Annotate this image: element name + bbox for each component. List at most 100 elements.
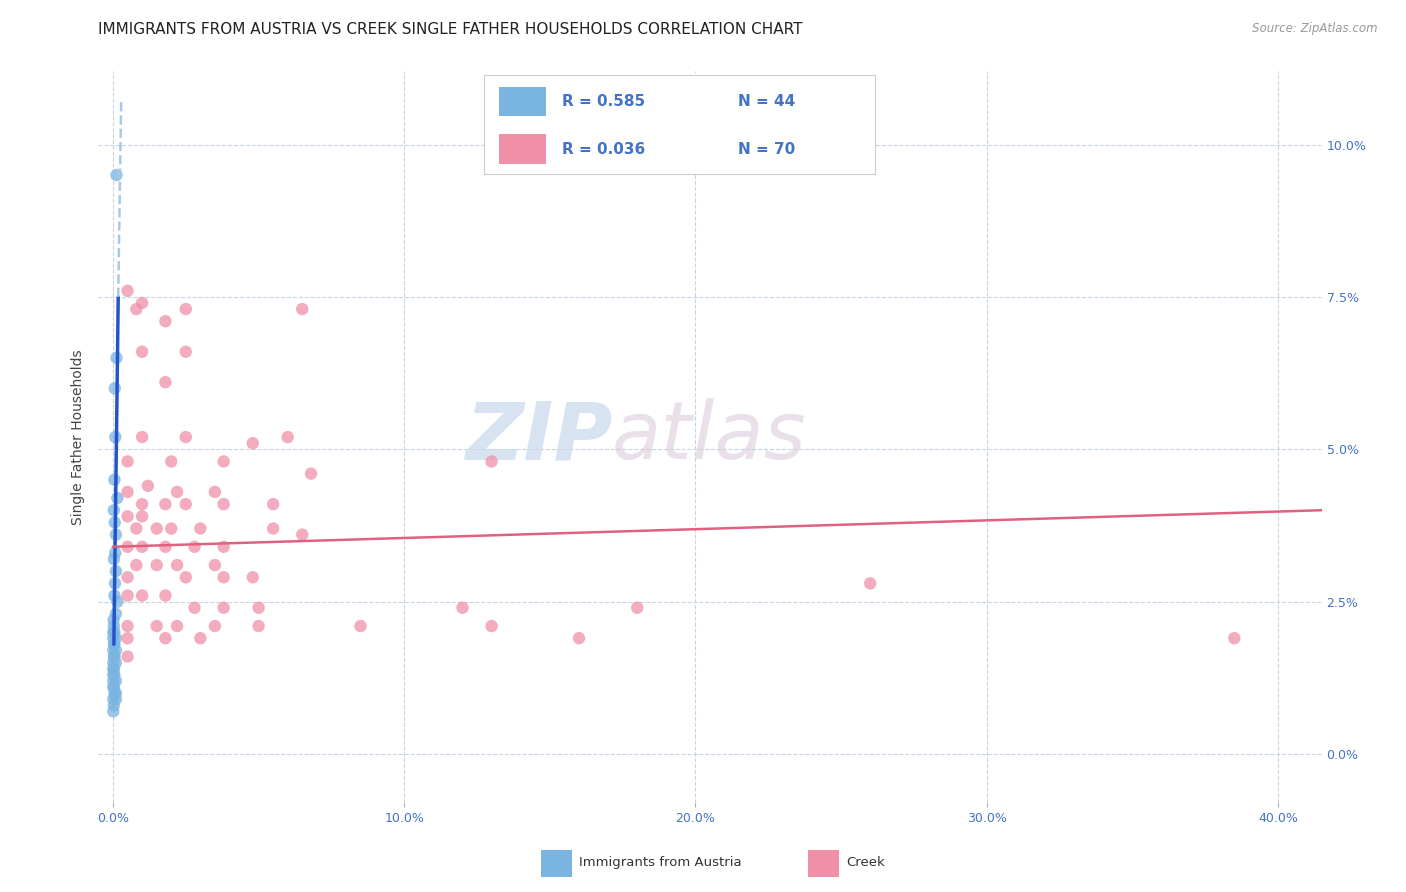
Point: [103, 619, 125, 633]
Point: [103, 662, 125, 676]
Point: [117, 589, 139, 603]
Text: Creek: Creek: [846, 856, 886, 869]
Point: [481, 619, 503, 633]
Point: [174, 430, 197, 444]
Point: [481, 454, 503, 468]
Point: [160, 454, 183, 468]
Point: [131, 540, 153, 554]
Point: [204, 485, 226, 500]
Point: [104, 564, 127, 578]
Point: [131, 430, 153, 444]
Point: [105, 491, 128, 505]
Point: [291, 527, 314, 541]
Point: [103, 686, 125, 700]
Point: [104, 430, 127, 444]
Point: [155, 314, 177, 328]
Point: [103, 649, 125, 664]
Point: [174, 497, 197, 511]
Point: [104, 692, 127, 706]
Point: [104, 516, 127, 530]
Point: [103, 680, 125, 694]
Point: [103, 503, 125, 517]
Point: [626, 600, 648, 615]
Point: [103, 705, 125, 719]
Point: [349, 619, 371, 633]
Point: [1223, 632, 1246, 646]
Point: [103, 667, 125, 681]
Text: ZIP: ZIP: [465, 398, 612, 476]
Point: [155, 632, 177, 646]
Point: [242, 570, 264, 584]
Point: [103, 680, 125, 694]
Text: atlas: atlas: [612, 398, 807, 476]
Point: [451, 600, 474, 615]
Point: [117, 619, 139, 633]
Point: [117, 570, 139, 584]
Point: [125, 521, 148, 535]
Point: [104, 632, 127, 646]
Point: [131, 509, 153, 524]
Point: [117, 649, 139, 664]
Point: [104, 381, 127, 395]
Point: [242, 436, 264, 450]
Point: [212, 454, 235, 468]
Point: [104, 576, 127, 591]
Point: [105, 351, 128, 365]
Point: [204, 619, 226, 633]
Point: [103, 625, 125, 640]
Point: [136, 479, 159, 493]
Point: [568, 632, 591, 646]
Point: [183, 540, 205, 554]
Point: [174, 301, 197, 317]
Point: [104, 527, 127, 541]
Point: [105, 594, 128, 608]
Point: [131, 344, 153, 359]
Point: [299, 467, 322, 481]
Point: [103, 698, 125, 713]
Text: IMMIGRANTS FROM AUSTRIA VS CREEK SINGLE FATHER HOUSEHOLDS CORRELATION CHART: IMMIGRANTS FROM AUSTRIA VS CREEK SINGLE …: [98, 22, 803, 37]
Text: Source: ZipAtlas.com: Source: ZipAtlas.com: [1253, 22, 1378, 36]
Point: [155, 540, 177, 554]
Point: [262, 497, 284, 511]
Point: [247, 619, 270, 633]
Point: [188, 632, 212, 646]
Point: [104, 656, 127, 670]
Point: [117, 509, 139, 524]
Point: [103, 637, 125, 651]
Point: [103, 552, 125, 566]
Point: [117, 284, 139, 298]
Point: [174, 570, 197, 584]
Point: [125, 301, 148, 317]
Point: [131, 497, 153, 511]
Point: [104, 546, 127, 560]
Point: [117, 632, 139, 646]
Point: [103, 656, 125, 670]
Point: [262, 521, 284, 535]
Point: [166, 619, 188, 633]
Point: [103, 632, 125, 646]
Point: [188, 521, 212, 535]
Point: [103, 589, 125, 603]
Point: [145, 619, 167, 633]
Point: [204, 558, 226, 573]
Point: [104, 673, 127, 688]
Point: [155, 589, 177, 603]
Point: [103, 673, 125, 688]
Point: [145, 558, 167, 573]
Point: [155, 497, 177, 511]
Point: [104, 607, 127, 621]
Point: [859, 576, 882, 591]
Point: [277, 430, 299, 444]
Point: [117, 485, 139, 500]
Point: [212, 497, 235, 511]
Point: [103, 643, 125, 657]
Point: [131, 589, 153, 603]
Point: [103, 649, 125, 664]
Point: [117, 540, 139, 554]
Point: [117, 454, 139, 468]
Point: [212, 570, 235, 584]
Text: Immigrants from Austria: Immigrants from Austria: [579, 856, 742, 869]
Point: [103, 473, 125, 487]
Point: [125, 558, 148, 573]
Y-axis label: Single Father Households: Single Father Households: [72, 350, 86, 524]
